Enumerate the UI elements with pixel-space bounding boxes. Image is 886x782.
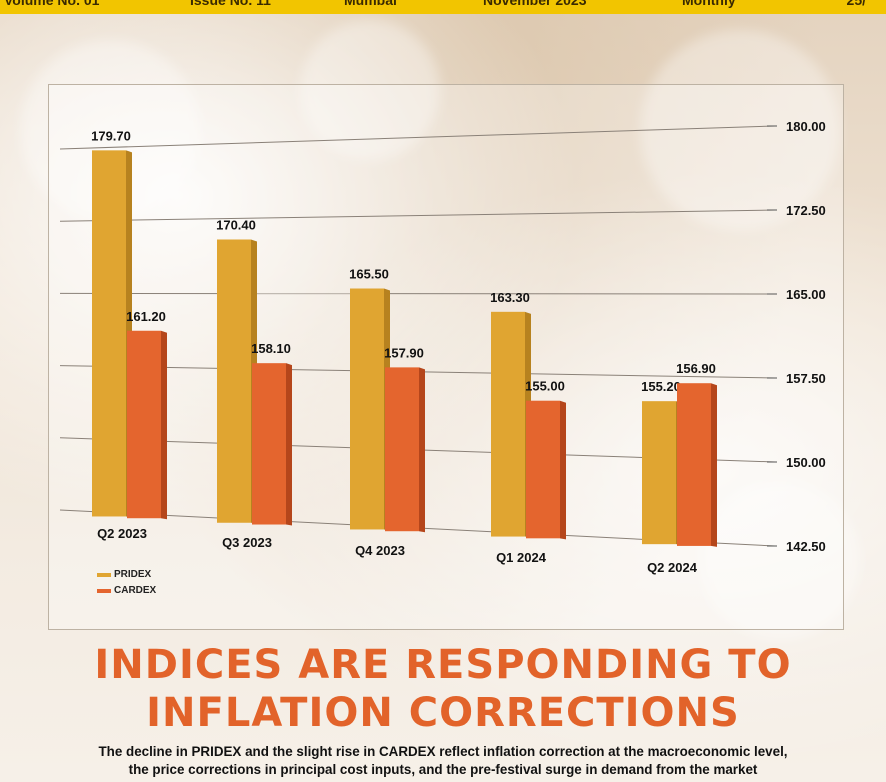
bar-side — [161, 330, 167, 520]
data-label: 170.40 — [216, 217, 256, 232]
price: ` 25/ — [838, 0, 867, 8]
bar — [92, 150, 126, 517]
bar-side — [711, 383, 717, 547]
bar — [252, 363, 286, 525]
bar — [491, 311, 525, 537]
headline-line-2: INFLATION CORRECTIONS — [146, 690, 740, 736]
gridline — [59, 125, 776, 150]
data-label: 158.10 — [251, 341, 291, 356]
bar-side — [560, 400, 566, 540]
bar-chart: 180.00 172.50 165.00 157.50 150.00 142.50 179.… — [59, 119, 826, 596]
bar-side — [419, 367, 425, 533]
y-tick-label: 142.50 — [786, 539, 826, 554]
x-tick-label: Q2 2024 — [647, 560, 698, 575]
legend-label: PRIDEX — [114, 569, 152, 580]
frequency: Monthly — [682, 0, 736, 8]
bar — [385, 367, 419, 532]
data-label: 163.30 — [490, 290, 530, 305]
bokeh-light — [700, 480, 860, 640]
masthead-bar: Volume No. 01 Issue No. 11 Mumbai Novemb… — [0, 0, 886, 14]
bokeh-light — [300, 20, 440, 160]
data-label: 161.20 — [126, 309, 166, 324]
gridline — [59, 292, 776, 295]
y-tick-label: 180.00 — [786, 119, 826, 134]
bar — [350, 288, 384, 530]
legend-label: CARDEX — [114, 585, 157, 596]
bar — [526, 400, 560, 539]
data-label: 157.90 — [384, 345, 424, 360]
headline-line-1: INDICES ARE RESPONDING TO — [94, 642, 792, 688]
volume-number: Volume No. 01 — [4, 0, 100, 8]
y-tick-label: 165.00 — [786, 287, 826, 302]
x-tick-label: Q1 2024 — [496, 550, 547, 565]
bar — [642, 401, 676, 545]
legend-swatch — [97, 589, 111, 593]
data-label: 179.70 — [91, 128, 131, 143]
bar — [217, 239, 251, 523]
issue-month: November 2023 — [483, 0, 587, 8]
city: Mumbai — [344, 0, 397, 8]
x-tick-label: Q4 2023 — [355, 543, 405, 558]
legend-swatch — [97, 573, 111, 577]
data-label: 155.20 — [641, 379, 681, 394]
caption-line-2: the price corrections in principal cost … — [128, 762, 758, 777]
x-tick-label: Q2 2023 — [97, 526, 147, 541]
caption-line-1: The decline in PRIDEX and the slight ris… — [98, 744, 788, 759]
y-tick-label: 172.50 — [786, 203, 826, 218]
x-tick-label: Q3 2023 — [222, 535, 272, 550]
gridline — [59, 209, 776, 222]
bokeh-light — [640, 30, 840, 230]
data-label: 155.00 — [525, 379, 565, 394]
issue-number: Issue No. 11 — [190, 0, 271, 8]
bar — [127, 330, 161, 519]
y-tick-label: 150.00 — [786, 455, 826, 470]
data-label: 165.50 — [349, 267, 389, 282]
bar-side — [286, 363, 292, 526]
y-tick-label: 157.50 — [786, 371, 826, 386]
data-label: 156.90 — [676, 361, 716, 376]
bar — [677, 383, 711, 546]
